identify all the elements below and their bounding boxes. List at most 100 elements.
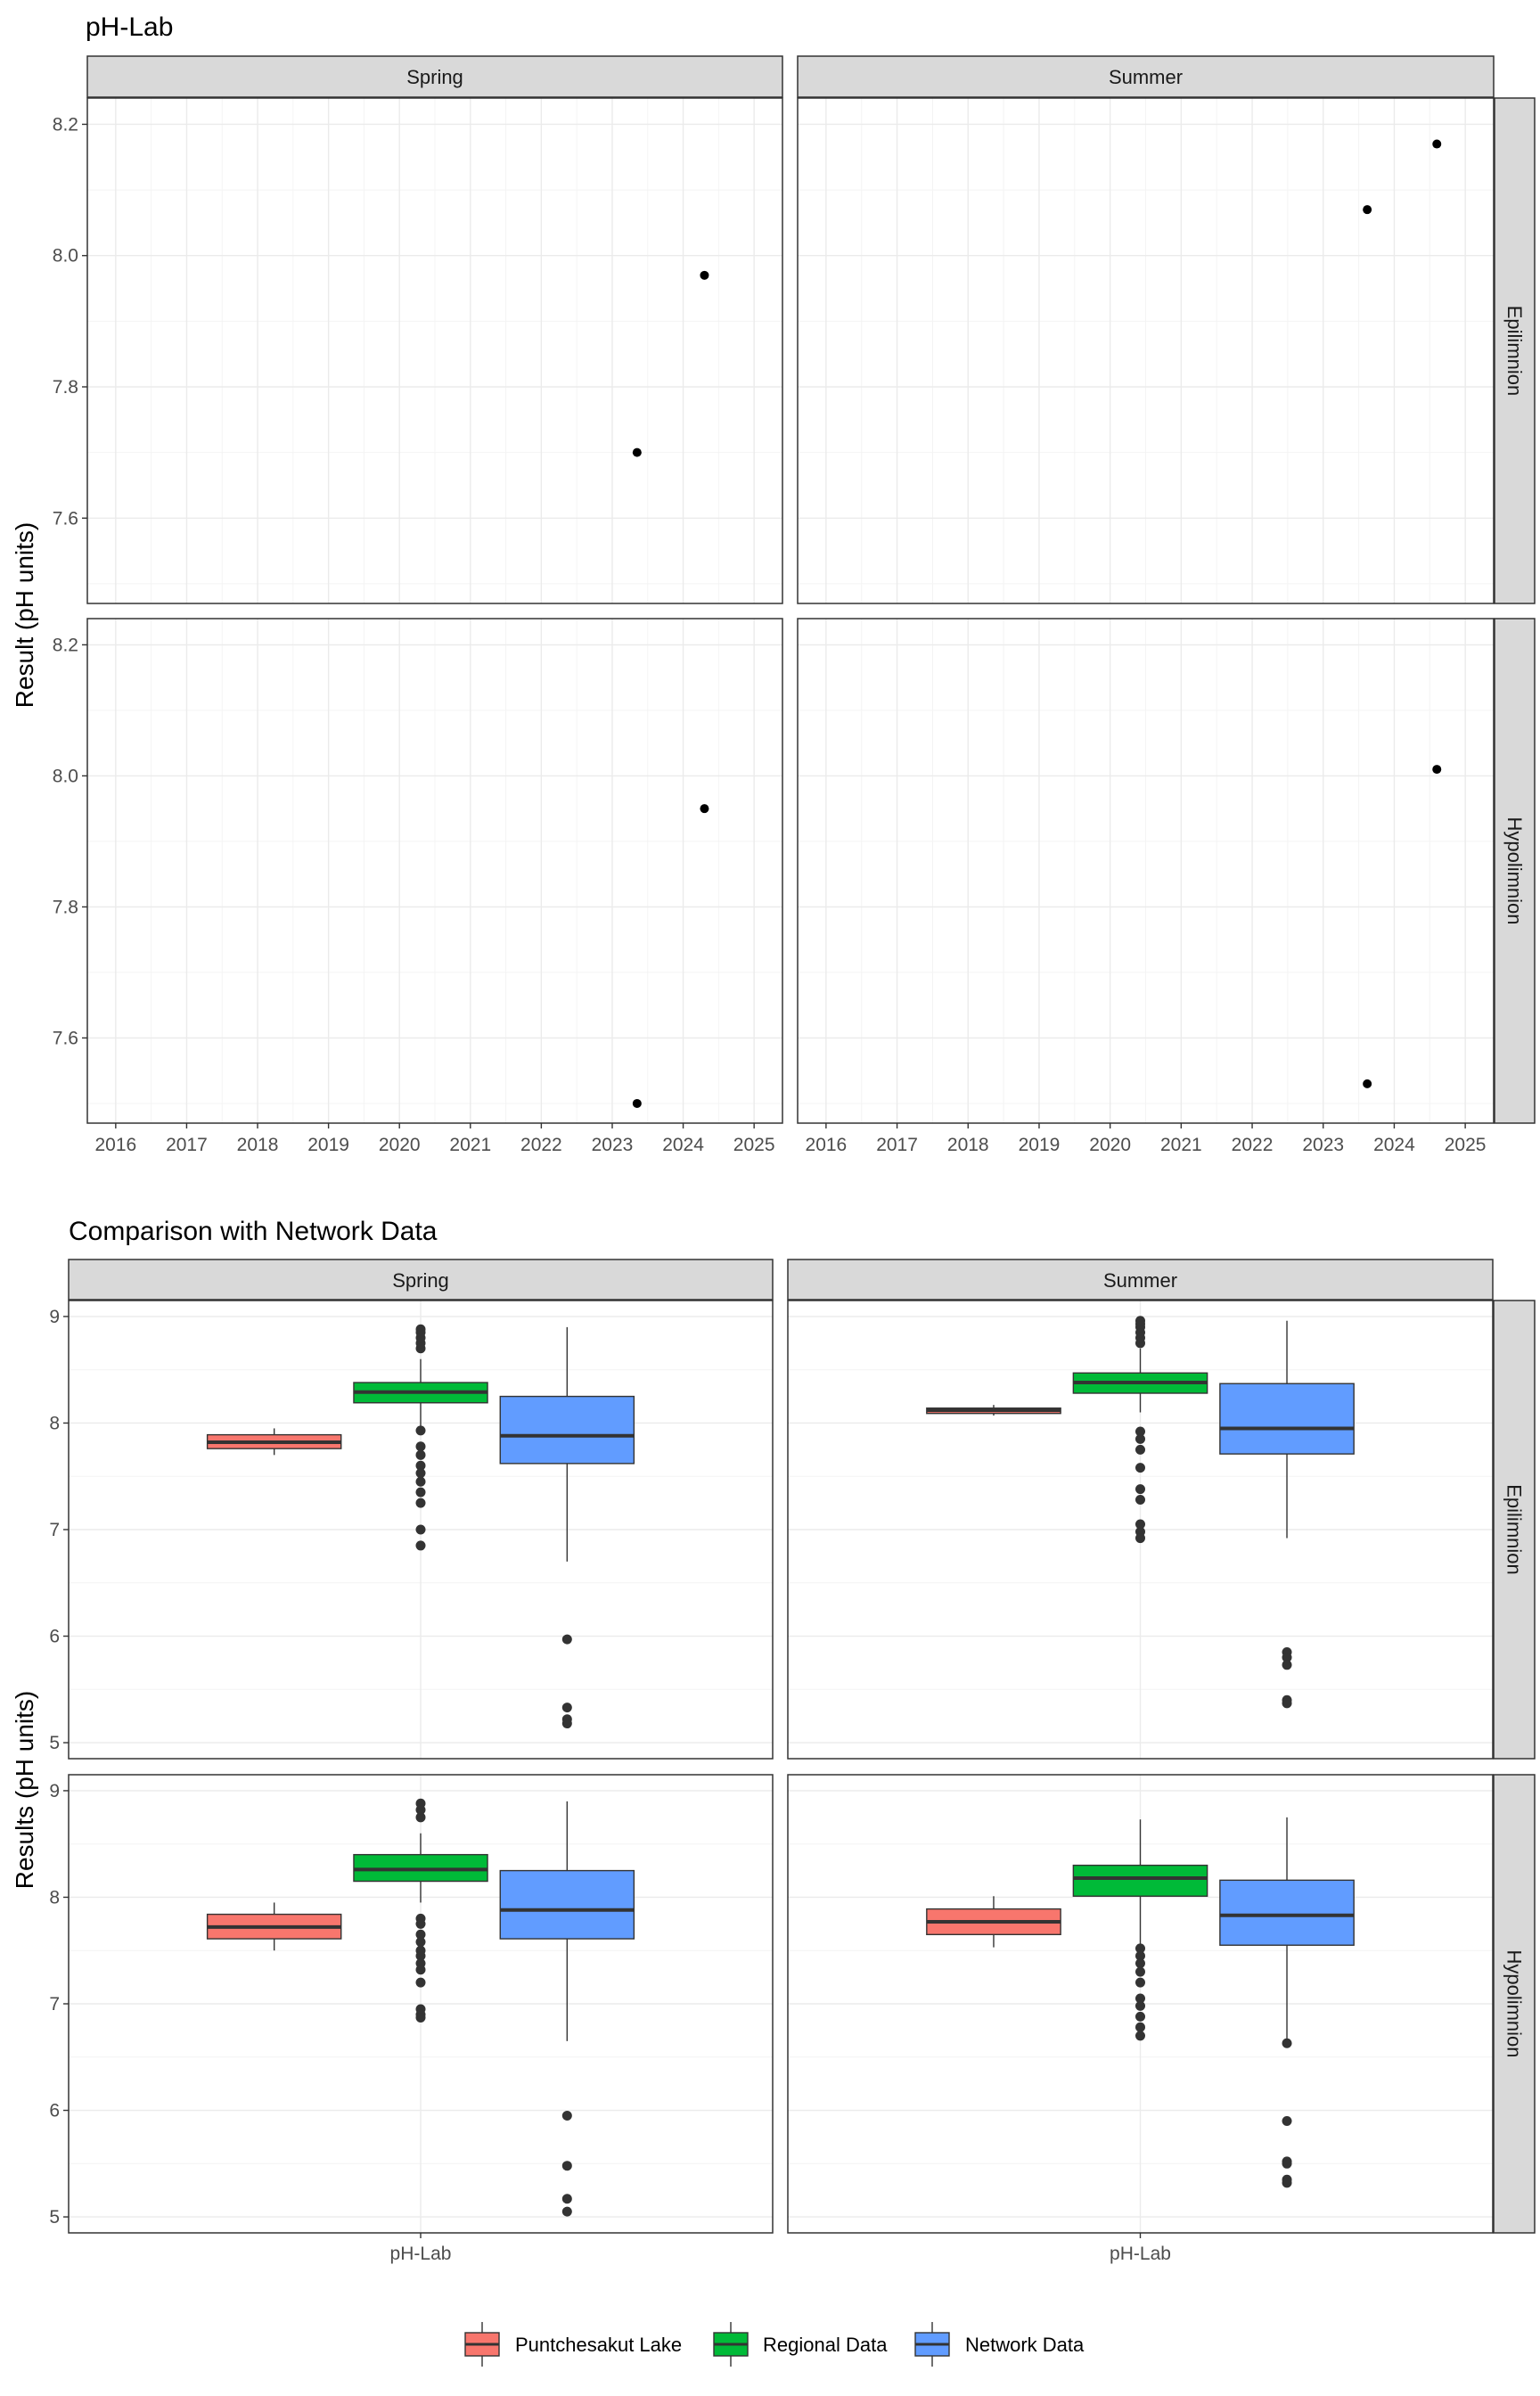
y-tick-label: 7.6 <box>53 1028 78 1048</box>
chart2-row-strip-bg <box>1493 1300 1536 1760</box>
chart2-panel-summer-epilimnion <box>787 1300 1494 1760</box>
chart2-row-strip-label: Epilimnion <box>1503 1484 1526 1575</box>
outlier-point <box>1135 1463 1145 1473</box>
x-tick-label: 2023 <box>1302 1135 1344 1155</box>
legend-label: Network Data <box>965 2334 1085 2356</box>
x-tick-label: 2024 <box>662 1135 704 1155</box>
box-body <box>499 1869 635 1940</box>
outlier-point <box>415 1950 426 1961</box>
outlier-point <box>415 1449 426 1460</box>
box-network-data <box>499 1801 635 2217</box>
y-tick-label: 8.2 <box>53 635 78 655</box>
y-tick-label: 8.0 <box>53 766 78 786</box>
x-tick-label: 2019 <box>1019 1135 1061 1155</box>
x-tick-label: 2016 <box>806 1135 848 1155</box>
chart1-panel-spring-hypolimnion: 7.6 7.8 8.0 8.2 2016 2017 2018 2019 2020 2021 2022… <box>53 618 783 1155</box>
legend-item: Regional Data <box>713 2322 888 2367</box>
outlier-point <box>415 1460 426 1471</box>
chart1-row-strip-bg <box>1494 618 1536 1124</box>
panel-border <box>797 618 1495 1124</box>
outlier-point <box>1135 1433 1145 1444</box>
outlier-point <box>561 2161 572 2171</box>
chart2-strip-spring: Spring <box>68 1259 774 1301</box>
outlier-point <box>1282 1698 1292 1709</box>
box-puntchesakut-lake <box>926 1405 1061 1416</box>
chart2-row-strip-epilimnion: Epilimnion <box>1493 1300 1536 1760</box>
y-tick-label: 7.8 <box>53 377 78 398</box>
y-tick-label: 6 <box>49 2101 60 2121</box>
chart1-y-axis-label: Result (pH units) <box>11 522 38 709</box>
legend-item: Network Data <box>914 2322 1085 2367</box>
outlier-point <box>1135 1444 1145 1455</box>
panel-border <box>797 97 1495 604</box>
x-tick-label: 2021 <box>1160 1135 1202 1155</box>
outlier-point <box>415 1937 426 1948</box>
panel-border <box>86 97 783 604</box>
x-tick-label: 2020 <box>1089 1135 1131 1155</box>
box-regional-data <box>1072 1819 1208 2041</box>
legend-item: Puntchesakut Lake <box>464 2322 682 2367</box>
x-tick-label: 2019 <box>307 1135 349 1155</box>
outlier-point <box>561 2206 572 2217</box>
outlier-point <box>561 2194 572 2204</box>
outlier-point <box>415 1524 426 1535</box>
outlier-point <box>415 1487 426 1498</box>
box-regional-data <box>1072 1316 1208 1544</box>
chart2-panel-spring-hypolimnion: 5 6 7 8 9 pH-Lab <box>49 1774 774 2264</box>
x-tick-label: 2020 <box>379 1135 421 1155</box>
box-body <box>499 1395 635 1465</box>
chart2-y-axis-label: Results (pH units) <box>11 1691 38 1890</box>
outlier-point <box>1135 1993 1145 2004</box>
x-tick-label: 2017 <box>876 1135 918 1155</box>
box-network-data <box>1219 1817 1355 2188</box>
legend-label: Puntchesakut Lake <box>515 2334 682 2356</box>
legend-label: Regional Data <box>763 2334 888 2356</box>
chart2-panel-summer-hypolimnion: pH-Lab <box>787 1774 1494 2264</box>
x-tick-label: 2018 <box>237 1135 279 1155</box>
chart1-strip-bg <box>86 55 783 98</box>
outlier-point <box>1135 1495 1145 1506</box>
data-point <box>632 447 642 457</box>
outlier-point <box>415 2013 426 2023</box>
chart2-legend: Puntchesakut Lake Regional Data Network Da… <box>464 2322 1085 2367</box>
y-tick-label: 8.0 <box>53 246 78 267</box>
outlier-point <box>561 1719 572 1729</box>
x-tick-label: 2021 <box>449 1135 491 1155</box>
x-tick-label: pH-Lab <box>390 2244 452 2264</box>
x-tick-label: 2016 <box>94 1135 136 1155</box>
y-tick-label: 7.8 <box>53 897 78 917</box>
outlier-point <box>1282 2038 1292 2048</box>
chart2-strip-bg <box>787 1259 1494 1301</box>
outlier-point <box>415 1540 426 1551</box>
x-tick-label: 2017 <box>166 1135 208 1155</box>
chart2-strip-label: Summer <box>1103 1269 1177 1292</box>
data-point <box>700 270 709 280</box>
data-point <box>700 804 709 814</box>
chart1-row-strip-bg <box>1494 97 1536 604</box>
chart2-strip-label: Spring <box>392 1269 449 1292</box>
x-tick-label: 2023 <box>592 1135 634 1155</box>
outlier-point <box>1135 1958 1145 1969</box>
chart1-strip-label: Summer <box>1109 66 1183 88</box>
outlier-point <box>415 1498 426 1508</box>
y-tick-label: 5 <box>49 1733 60 1753</box>
x-tick-label: 2025 <box>1445 1135 1487 1155</box>
chart2-row-strip-hypolimnion: Hypolimnion <box>1493 1774 1536 2234</box>
y-tick-label: 9 <box>49 1781 60 1801</box>
outlier-point <box>561 1634 572 1645</box>
outlier-point <box>415 1441 426 1452</box>
box-network-data <box>499 1326 635 1729</box>
panel-border <box>787 1300 1494 1760</box>
chart2-title: Comparison with Network Data <box>69 1217 438 1246</box>
x-tick-label: 2018 <box>947 1135 989 1155</box>
outlier-point <box>415 1798 426 1809</box>
outlier-point <box>1282 2178 1292 2188</box>
box-body <box>1072 1864 1208 1897</box>
outlier-point <box>415 1476 426 1487</box>
outlier-point <box>415 1324 426 1334</box>
chart1-strip-bg <box>797 55 1495 98</box>
x-tick-label: 2022 <box>1232 1135 1274 1155</box>
outlier-point <box>1135 1943 1145 1954</box>
